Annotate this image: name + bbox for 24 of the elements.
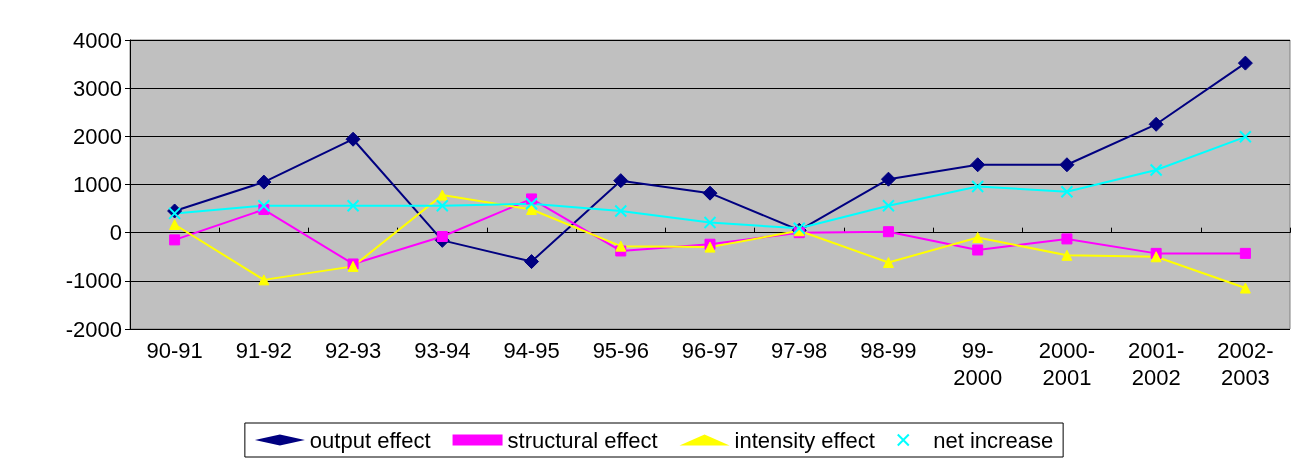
x-tick-label: 93-94 [414, 338, 471, 363]
x-tick-label: 96-97 [681, 338, 739, 363]
x-tick-label: 98-99 [860, 338, 917, 363]
x-tick-label: 94-95 [503, 338, 560, 363]
x-tick-label: 2001-2002 [1128, 338, 1185, 390]
y-tick-label: 2000 [73, 123, 122, 149]
x-tick-label: 90-91 [146, 338, 203, 363]
y-tick-label: -2000 [65, 316, 122, 342]
legend-label: output effect [309, 427, 431, 453]
y-tick-label: 1000 [73, 172, 122, 197]
x-tick-label: 2000-2001 [1038, 338, 1096, 390]
x-tick-label: 95-96 [592, 338, 649, 363]
y-tick-label: 0 [109, 220, 122, 246]
x-tick-label: 91-92 [235, 338, 292, 363]
y-tick-label: 3000 [73, 75, 122, 101]
x-tick-label: 2002-2003 [1217, 338, 1274, 390]
x-tick-label: 99-2000 [953, 338, 1003, 390]
legend-label: net increase [933, 427, 1054, 453]
legend-label: intensity effect [734, 427, 875, 453]
y-tick-label: -1000 [65, 268, 122, 294]
x-tick-label: 97-98 [771, 338, 828, 363]
legend-label: structural effect [507, 427, 658, 453]
y-tick-label: 4000 [73, 27, 122, 53]
x-tick-label: 92-93 [324, 338, 382, 363]
